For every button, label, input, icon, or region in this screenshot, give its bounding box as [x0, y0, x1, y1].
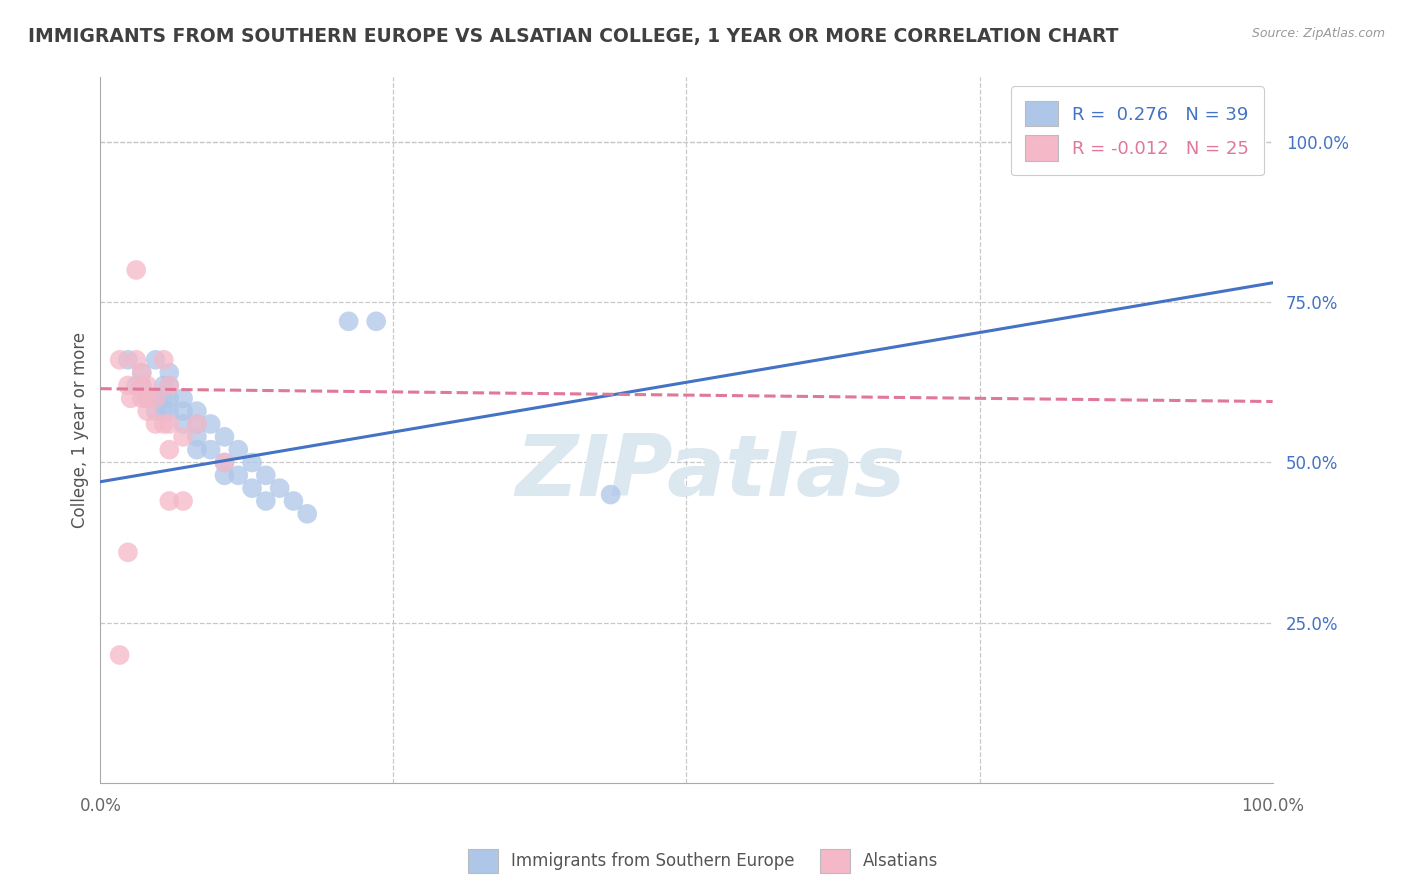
Point [186, 430, 208, 444]
Point [283, 494, 305, 508]
Point [172, 430, 194, 444]
Point [214, 455, 236, 469]
Y-axis label: College, 1 year or more: College, 1 year or more [72, 333, 89, 528]
Point [240, 481, 263, 495]
Point [172, 392, 194, 406]
Point [145, 392, 167, 406]
Point [136, 404, 159, 418]
Point [131, 366, 153, 380]
Point [136, 392, 159, 406]
Point [254, 468, 277, 483]
Point [157, 417, 180, 431]
Point [226, 442, 249, 457]
Point [145, 417, 167, 431]
Point [125, 378, 148, 392]
Point [337, 314, 360, 328]
Point [157, 404, 180, 418]
Point [186, 417, 208, 431]
Point [125, 352, 148, 367]
Point [269, 481, 291, 495]
Legend: Immigrants from Southern Europe, Alsatians: Immigrants from Southern Europe, Alsatia… [461, 842, 945, 880]
Point [200, 442, 222, 457]
Point [136, 392, 159, 406]
Text: IMMIGRANTS FROM SOUTHERN EUROPE VS ALSATIAN COLLEGE, 1 YEAR OR MORE CORRELATION : IMMIGRANTS FROM SOUTHERN EUROPE VS ALSAT… [28, 27, 1119, 45]
Point [186, 442, 208, 457]
Point [152, 392, 174, 406]
Point [172, 417, 194, 431]
Point [1152, 135, 1174, 149]
Point [136, 378, 159, 392]
Point [254, 494, 277, 508]
Point [145, 404, 167, 418]
Point [131, 378, 153, 392]
Point [152, 404, 174, 418]
Legend: R =  0.276   N = 39, R = -0.012   N = 25: R = 0.276 N = 39, R = -0.012 N = 25 [1011, 87, 1264, 176]
Point [599, 487, 621, 501]
Point [240, 455, 263, 469]
Point [145, 392, 167, 406]
Point [157, 378, 180, 392]
Point [125, 263, 148, 277]
Point [108, 648, 131, 662]
Point [214, 455, 236, 469]
Point [214, 468, 236, 483]
Point [297, 507, 319, 521]
Point [157, 494, 180, 508]
Text: ZIPatlas: ZIPatlas [515, 431, 905, 515]
Point [157, 366, 180, 380]
Point [152, 352, 174, 367]
Point [131, 366, 153, 380]
Point [366, 314, 388, 328]
Point [214, 430, 236, 444]
Point [108, 352, 131, 367]
Point [120, 392, 142, 406]
Point [131, 378, 153, 392]
Point [186, 404, 208, 418]
Point [152, 378, 174, 392]
Text: Source: ZipAtlas.com: Source: ZipAtlas.com [1251, 27, 1385, 40]
Point [117, 378, 139, 392]
Point [117, 545, 139, 559]
Point [186, 417, 208, 431]
Point [152, 417, 174, 431]
Point [145, 352, 167, 367]
Point [172, 494, 194, 508]
Point [200, 417, 222, 431]
Point [157, 392, 180, 406]
Point [226, 468, 249, 483]
Point [157, 442, 180, 457]
Point [131, 392, 153, 406]
Point [172, 404, 194, 418]
Point [157, 378, 180, 392]
Point [117, 352, 139, 367]
